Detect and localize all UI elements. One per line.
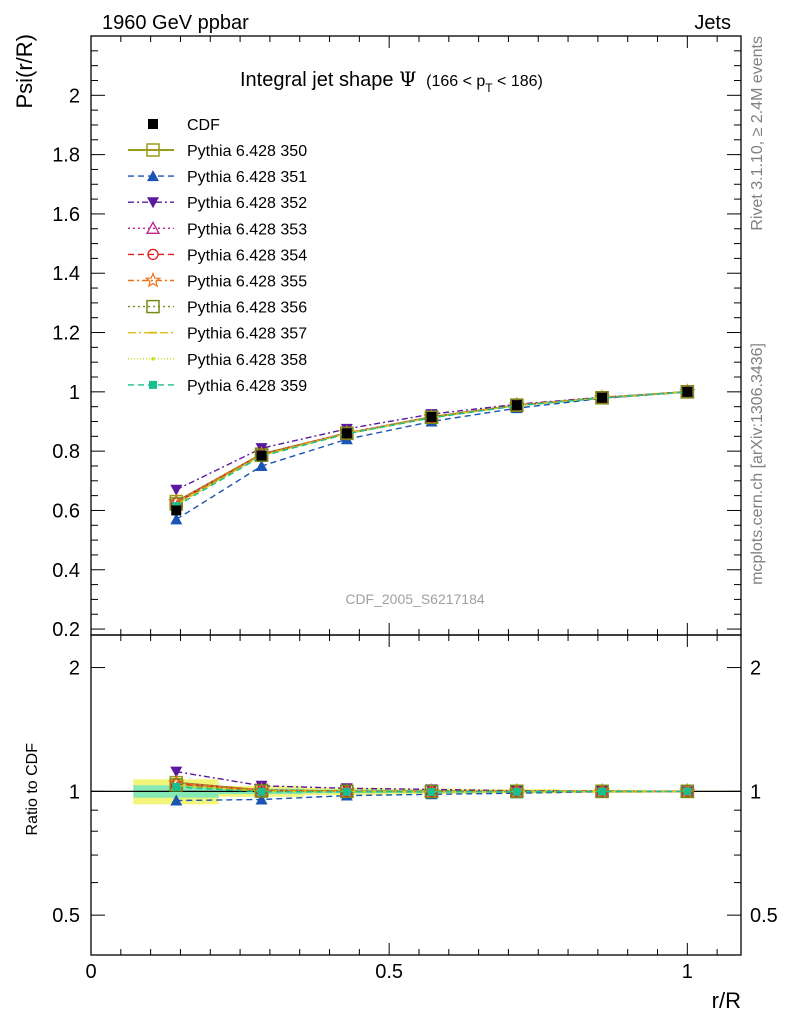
y-tick-label-bottom-right: 1 <box>750 781 761 803</box>
legend-marker <box>146 143 160 157</box>
y-axis-label-top: Psi(r/R) <box>12 34 37 109</box>
legend: CDF Pythia 6.428 350 Pythia 6.428 351 Pythi… <box>128 117 307 395</box>
data-point <box>341 428 352 439</box>
y-tick-label-top: 1.6 <box>52 204 80 226</box>
y-tick-label-top: 0.8 <box>52 441 80 463</box>
y-tick-label-top: 0.6 <box>52 500 80 522</box>
y-tick-label-top: 1.2 <box>52 323 80 345</box>
ratio-point <box>255 793 268 805</box>
legend-item: Pythia 6.428 359 <box>128 378 307 395</box>
y-tick-label-bottom: 2 <box>69 658 80 680</box>
header-right: Jets <box>694 12 731 34</box>
legend-label: Pythia 6.428 352 <box>187 195 307 212</box>
ratio-point <box>427 787 436 796</box>
y-tick-label-bottom: 1 <box>69 781 80 803</box>
data-point <box>682 386 693 397</box>
ratio-panel: 0 0.5 1 0.5 0.5 1 1 2 2 <box>52 634 778 983</box>
ratio-point <box>598 787 607 796</box>
legend-item: Pythia 6.428 358 <box>128 352 307 369</box>
legend-item: Pythia 6.428 356 <box>128 300 307 317</box>
legend-marker <box>147 248 159 261</box>
chart-title: Integral jet shape Ψ (166 < pT < 186) <box>240 67 543 95</box>
legend-item: Pythia 6.428 352 <box>128 195 307 212</box>
series-line-9 <box>175 391 688 507</box>
series-line-2 <box>175 391 688 491</box>
data-point <box>256 450 267 461</box>
y-axis-label-bottom: Ratio to CDF <box>24 743 41 836</box>
legend-label: Pythia 6.428 351 <box>187 169 307 186</box>
legend-marker <box>148 119 158 129</box>
legend-label: Pythia 6.428 356 <box>187 300 307 317</box>
ratio-point <box>170 794 183 806</box>
legend-marker <box>145 220 161 234</box>
data-point <box>426 412 437 423</box>
x-axis-label: r/R <box>712 988 741 1013</box>
x-tick-label: 0.5 <box>375 961 403 983</box>
legend-label: CDF <box>187 117 220 134</box>
series-point <box>170 513 183 525</box>
series-line-0 <box>175 390 688 503</box>
ratio-point <box>342 787 351 796</box>
chart-title-range: (166 < p <box>426 73 485 90</box>
legend-item: Pythia 6.428 354 <box>128 247 307 264</box>
legend-marker <box>151 357 155 361</box>
series-line-6 <box>175 391 688 505</box>
y-tick-label-bottom: 0.5 <box>52 905 80 927</box>
legend-marker <box>144 271 162 288</box>
x-tick-label: 0 <box>85 961 96 983</box>
legend-label: Pythia 6.428 358 <box>187 352 307 369</box>
chart-title-main: Integral jet shape <box>240 69 393 91</box>
series-line-5 <box>175 391 688 503</box>
series-line-7 <box>175 391 688 506</box>
legend-item: Pythia 6.428 351 <box>128 169 307 186</box>
y-tick-label-top: 1 <box>69 382 80 404</box>
legend-marker <box>149 380 157 389</box>
legend-label: Pythia 6.428 350 <box>187 143 307 160</box>
analysis-label: CDF_2005_S6217184 <box>345 591 485 607</box>
header-left: 1960 GeV ppbar <box>102 12 249 34</box>
y-tick-label-top: 0.4 <box>52 560 80 582</box>
legend-label: Pythia 6.428 353 <box>187 221 307 238</box>
mcplots-label: mcplots.cern.ch [arXiv:1306.3436] <box>749 343 766 585</box>
series-point <box>170 484 183 496</box>
y-tick-label-top: 1.4 <box>52 263 80 285</box>
legend-marker <box>146 299 160 314</box>
chart-title-range-end: < 186) <box>493 73 543 90</box>
legend-label: Pythia 6.428 354 <box>187 247 307 264</box>
ratio-point <box>512 787 521 796</box>
y-tick-label-top: 2 <box>69 85 80 107</box>
legend-marker <box>147 197 159 209</box>
main-panel: 0.2 0.4 0.6 0.8 1 1.2 1.4 1.6 1.8 2 <box>52 35 742 955</box>
ratio-frame <box>90 634 742 956</box>
data-point <box>597 392 608 403</box>
legend-label: Pythia 6.428 359 <box>187 378 307 395</box>
ratio-point <box>257 787 266 796</box>
ratio-point <box>170 766 183 778</box>
legend-item-data: CDF <box>148 117 220 134</box>
series-point <box>255 459 268 471</box>
legend-item: Pythia 6.428 353 <box>128 220 307 238</box>
ratio-point <box>172 782 181 791</box>
data-point <box>171 505 182 516</box>
legend-label: Pythia 6.428 355 <box>187 274 307 291</box>
x-tick-label: 1 <box>682 961 693 983</box>
y-tick-label-bottom-right: 0.5 <box>750 905 778 927</box>
legend-item: Pythia 6.428 350 <box>128 143 307 160</box>
legend-label: Pythia 6.428 357 <box>187 326 307 343</box>
rivet-label: Rivet 3.1.10, ≥ 2.4M events <box>749 36 766 231</box>
chart-title-symbol: Ψ <box>399 67 417 91</box>
y-tick-label-bottom-right: 2 <box>750 658 761 680</box>
y-tick-label-top: 0.2 <box>52 619 80 641</box>
legend-item: Pythia 6.428 355 <box>128 271 307 291</box>
legend-marker <box>147 170 159 182</box>
series-line-4 <box>175 391 688 504</box>
chart-title-range-sub: T <box>485 81 493 95</box>
y-tick-label-top: 1.8 <box>52 145 80 167</box>
series-line-3 <box>175 391 688 503</box>
ratio-point <box>683 787 692 796</box>
series-line-8 <box>175 391 688 506</box>
data-point <box>511 400 522 411</box>
legend-item: Pythia 6.428 357 <box>128 326 307 343</box>
